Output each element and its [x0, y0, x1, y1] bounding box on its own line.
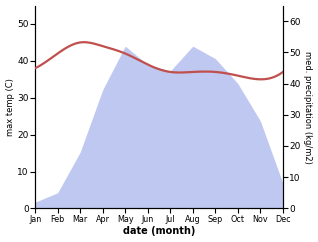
Y-axis label: max temp (C): max temp (C) — [5, 78, 15, 136]
Y-axis label: med. precipitation (kg/m2): med. precipitation (kg/m2) — [303, 51, 313, 163]
X-axis label: date (month): date (month) — [123, 227, 195, 236]
